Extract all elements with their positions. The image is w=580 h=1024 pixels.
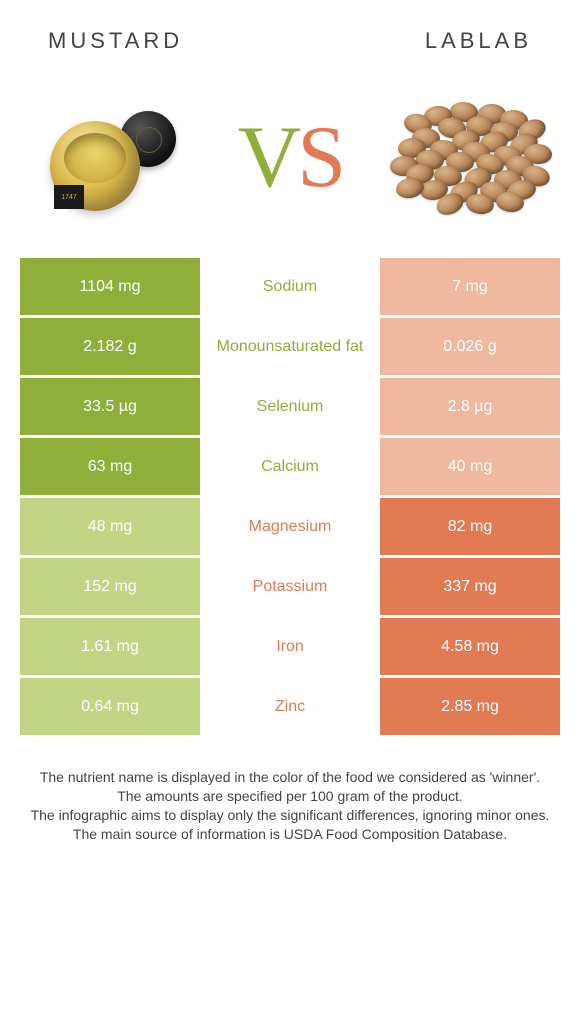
- left-value-cell: 1.61 mg: [20, 618, 200, 675]
- nutrient-label-cell: Calcium: [200, 438, 380, 495]
- right-value-cell: 2.85 mg: [380, 678, 560, 735]
- nutrient-label-cell: Iron: [200, 618, 380, 675]
- nutrient-label-cell: Selenium: [200, 378, 380, 435]
- nutrient-label-cell: Sodium: [200, 258, 380, 315]
- right-food-title: LABLAB: [425, 28, 532, 54]
- left-value-cell: 33.5 µg: [20, 378, 200, 435]
- right-value-cell: 7 mg: [380, 258, 560, 315]
- right-value-cell: 40 mg: [380, 438, 560, 495]
- table-row: 1104 mgSodium7 mg: [20, 258, 560, 315]
- header: MUSTARD LABLAB: [0, 0, 580, 78]
- footer-line: The nutrient name is displayed in the co…: [20, 768, 560, 787]
- nutrient-label-cell: Magnesium: [200, 498, 380, 555]
- vs-s: S: [297, 109, 342, 206]
- jar-inner-icon: [64, 133, 126, 183]
- lablab-image: [390, 87, 550, 227]
- right-value-cell: 82 mg: [380, 498, 560, 555]
- right-value-cell: 337 mg: [380, 558, 560, 615]
- infographic-container: MUSTARD LABLAB 1747 VS 1104 mgSodium7 mg…: [0, 0, 580, 844]
- mustard-image: 1747: [30, 87, 190, 227]
- table-row: 152 mgPotassium337 mg: [20, 558, 560, 615]
- comparison-table: 1104 mgSodium7 mg2.182 gMonounsaturated …: [20, 258, 560, 735]
- nutrient-label-cell: Monounsaturated fat: [200, 318, 380, 375]
- vs-v: V: [238, 109, 298, 206]
- table-row: 33.5 µgSelenium2.8 µg: [20, 378, 560, 435]
- right-value-cell: 0.026 g: [380, 318, 560, 375]
- left-value-cell: 2.182 g: [20, 318, 200, 375]
- table-row: 48 mgMagnesium82 mg: [20, 498, 560, 555]
- left-value-cell: 1104 mg: [20, 258, 200, 315]
- left-food-title: MUSTARD: [48, 28, 183, 54]
- left-value-cell: 152 mg: [20, 558, 200, 615]
- left-value-cell: 0.64 mg: [20, 678, 200, 735]
- right-value-cell: 4.58 mg: [380, 618, 560, 675]
- left-value-cell: 63 mg: [20, 438, 200, 495]
- footer-notes: The nutrient name is displayed in the co…: [0, 738, 580, 844]
- images-row: 1747 VS: [0, 78, 580, 258]
- nutrient-label-cell: Potassium: [200, 558, 380, 615]
- footer-line: The infographic aims to display only the…: [20, 806, 560, 825]
- left-value-cell: 48 mg: [20, 498, 200, 555]
- table-row: 0.64 mgZinc2.85 mg: [20, 678, 560, 735]
- right-value-cell: 2.8 µg: [380, 378, 560, 435]
- footer-line: The main source of information is USDA F…: [20, 825, 560, 844]
- jar-label: 1747: [54, 185, 84, 209]
- table-row: 2.182 gMonounsaturated fat0.026 g: [20, 318, 560, 375]
- vs-label: VS: [238, 107, 343, 208]
- nutrient-label-cell: Zinc: [200, 678, 380, 735]
- table-row: 1.61 mgIron4.58 mg: [20, 618, 560, 675]
- footer-line: The amounts are specified per 100 gram o…: [20, 787, 560, 806]
- table-row: 63 mgCalcium40 mg: [20, 438, 560, 495]
